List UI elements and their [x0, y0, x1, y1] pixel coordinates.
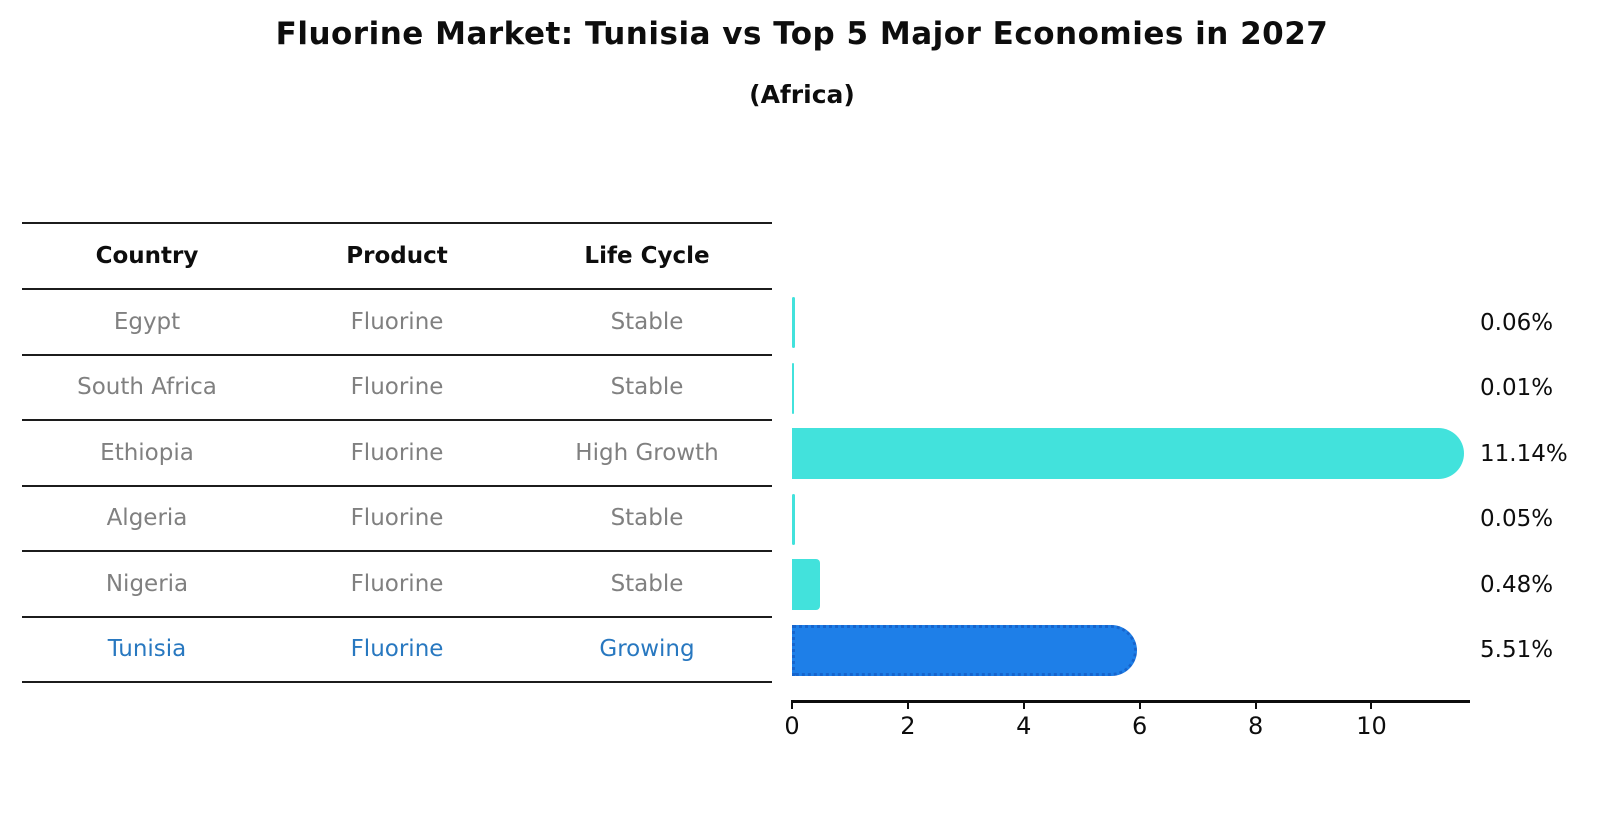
product-cell: Fluorine — [350, 374, 444, 401]
country-table: Country Product Life Cycle Egypt Fluorin… — [22, 222, 772, 683]
country-cell: South Africa — [77, 374, 217, 401]
country-cell: Algeria — [106, 505, 188, 532]
bar-value-label: 0.06% — [1480, 309, 1554, 336]
bar-algeria — [792, 493, 795, 545]
x-axis-tick-label: 10 — [1356, 712, 1387, 740]
bar-value-label: 0.01% — [1480, 375, 1554, 401]
table-header-country: Country — [95, 243, 199, 269]
bar-value-label: 0.48% — [1480, 571, 1554, 598]
table-row-algeria: Algeria Fluorine Stable — [22, 487, 772, 552]
product-cell: Fluorine — [350, 308, 444, 335]
product-cell: Fluorine — [350, 570, 444, 597]
x-axis-tick — [791, 700, 793, 709]
x-axis-tick — [1138, 700, 1141, 709]
life-cycle-cell: Stable — [610, 505, 684, 532]
life-cycle-cell: Growing — [599, 636, 695, 663]
table-header-product: Product — [346, 243, 448, 269]
bar-value-label: 0.05% — [1480, 506, 1554, 532]
chart-subtitle: (Africa) — [749, 80, 855, 109]
life-cycle-cell: High Growth — [575, 439, 719, 466]
bar-egypt — [792, 297, 796, 348]
x-axis-tick — [1370, 700, 1373, 709]
bar-plot-area: 0 2 4 6 8 10 — [784, 288, 1470, 740]
x-axis-tick — [1022, 700, 1025, 709]
bar-tunisia — [792, 624, 1138, 676]
country-cell: Tunisia — [107, 636, 187, 663]
product-cell: Fluorine — [350, 505, 444, 532]
table-row-nigeria: Nigeria Fluorine Stable — [22, 552, 772, 618]
x-axis-tick — [906, 700, 909, 709]
chart-title: Fluorine Market: Tunisia vs Top 5 Major … — [275, 16, 1329, 52]
table-header-life-cycle: Life Cycle — [584, 243, 710, 269]
x-axis-tick-label: 0 — [784, 712, 800, 740]
life-cycle-cell: Stable — [610, 374, 684, 401]
x-axis-tick-label: 2 — [900, 712, 916, 740]
bar-nigeria — [792, 559, 820, 610]
country-cell: Egypt — [113, 308, 181, 335]
bar-value-label: 11.14% — [1480, 440, 1568, 467]
x-axis-tick — [1254, 700, 1257, 709]
life-cycle-cell: Stable — [610, 570, 684, 597]
country-cell: Ethiopia — [100, 439, 194, 466]
life-cycle-cell: Stable — [610, 308, 684, 335]
bar-ethiopia — [792, 428, 1464, 479]
country-cell: Nigeria — [105, 570, 189, 597]
x-axis-tick-label: 6 — [1132, 712, 1148, 740]
table-row-south-africa: South Africa Fluorine Stable — [22, 356, 772, 421]
table-row-ethiopia: Ethiopia Fluorine High Growth — [22, 421, 772, 487]
table-row-egypt: Egypt Fluorine Stable — [22, 290, 772, 356]
bar-value-label: 5.51% — [1480, 637, 1554, 663]
table-row-tunisia: Tunisia Fluorine Growing — [22, 618, 772, 683]
product-cell: Fluorine — [350, 439, 444, 466]
x-axis-tick-label: 8 — [1247, 712, 1264, 740]
x-axis-tick-label: 4 — [1016, 712, 1032, 740]
table-header-row: Country Product Life Cycle — [22, 224, 772, 290]
product-cell: Fluorine — [350, 636, 444, 663]
bar-south-africa — [792, 362, 794, 414]
